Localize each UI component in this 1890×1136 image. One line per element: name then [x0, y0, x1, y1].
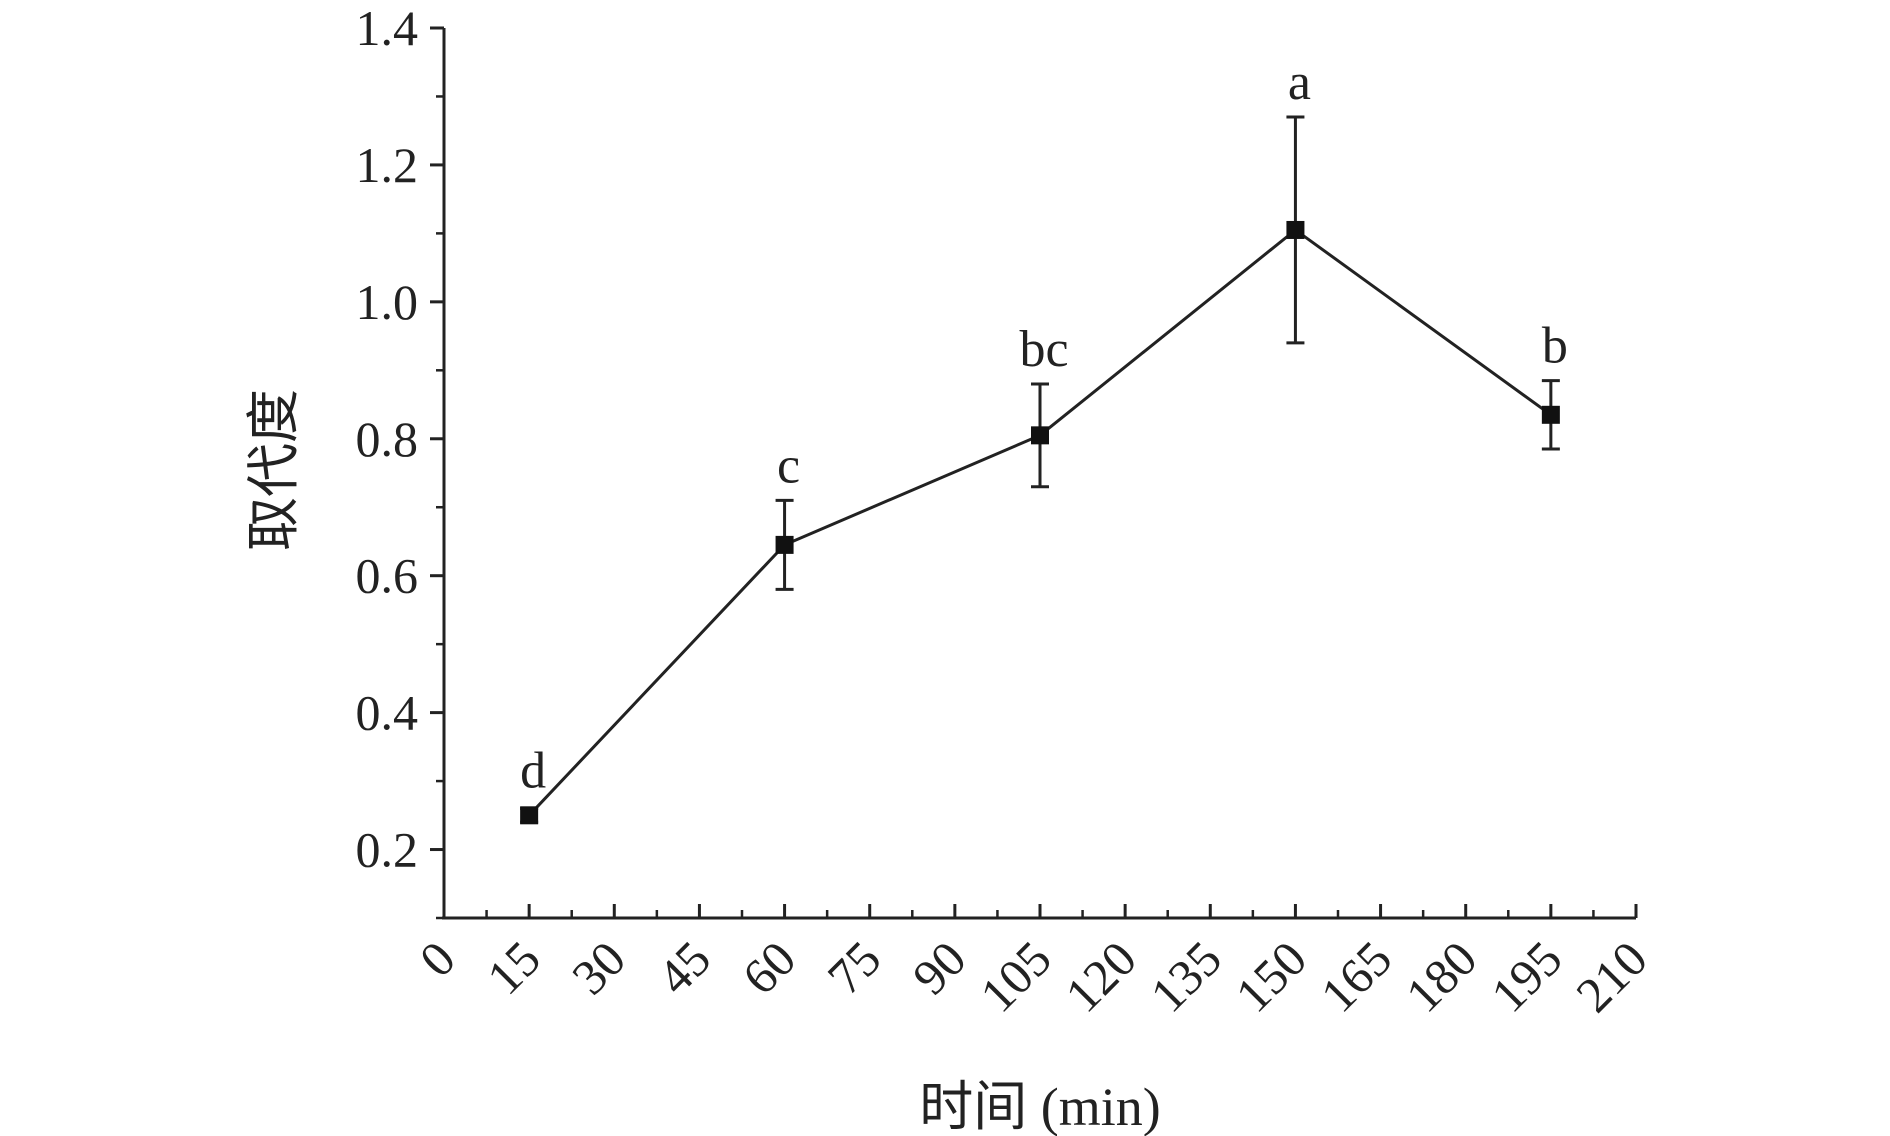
y-ticks: 0.2 0.4 0.6 0.8 1.0 1.2 1.4: [356, 0, 444, 920]
y-axis-title: 取代度: [244, 389, 304, 551]
x-tick-label: 45: [646, 930, 721, 1005]
significance-label: c: [777, 437, 800, 494]
significance-label: bc: [1019, 321, 1068, 378]
x-tick-label: 75: [817, 930, 892, 1005]
y-tick-label: 0.2: [356, 822, 419, 878]
x-tick-label: 195: [1480, 930, 1573, 1023]
series-line: [528, 228, 1552, 817]
x-tick-label: 165: [1310, 930, 1403, 1023]
significance-label: d: [520, 742, 546, 799]
data-point: [1286, 220, 1305, 239]
x-tick-label: 90: [902, 930, 977, 1005]
x-tick-label: 135: [1139, 930, 1232, 1023]
x-tick-label: 120: [1054, 930, 1147, 1023]
y-tick-label: 0.8: [356, 411, 419, 467]
significance-label: a: [1288, 54, 1311, 111]
y-tick-label: 0.4: [356, 685, 419, 741]
x-tick-label: 150: [1225, 930, 1318, 1023]
data-point: [520, 806, 539, 825]
data-point: [1541, 405, 1560, 424]
x-tick-label: 105: [969, 930, 1062, 1023]
x-tick-label: 210: [1565, 930, 1658, 1023]
y-tick-label: 1.2: [356, 137, 419, 193]
x-tick-label: 15: [476, 930, 551, 1005]
significance-label: b: [1542, 318, 1568, 375]
x-axis-title: 时间 (min): [919, 1077, 1160, 1136]
x-tick-label: 30: [561, 930, 636, 1005]
data-point: [775, 535, 794, 554]
x-tick-label: 0: [409, 930, 466, 987]
y-tick-label: 0.6: [356, 548, 419, 604]
y-tick-label: 1.0: [356, 274, 419, 330]
x-tick-label: 60: [731, 930, 806, 1005]
plot-area: d c bc a b: [520, 54, 1568, 825]
y-tick-label: 1.4: [356, 0, 419, 56]
data-point: [1031, 426, 1049, 445]
x-tick-label: 180: [1395, 930, 1488, 1023]
